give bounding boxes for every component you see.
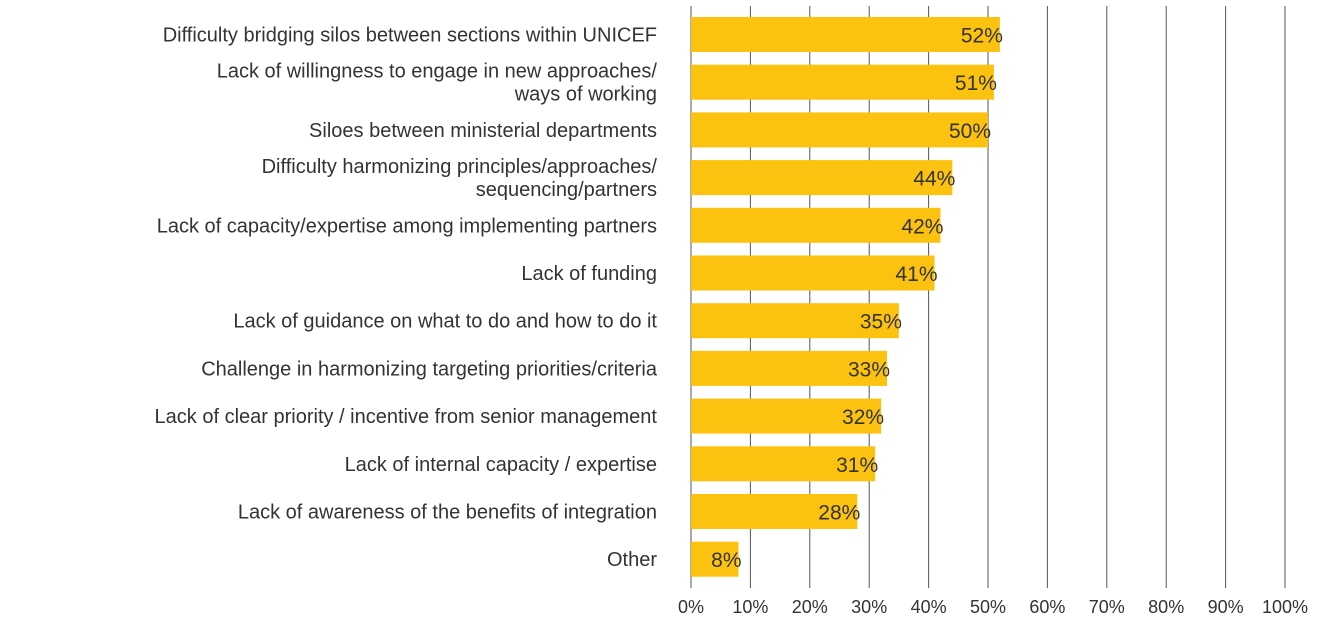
x-tick-label: 50% [970,597,1006,617]
data-label: 52% [961,25,1003,48]
x-tick-label: 70% [1089,597,1125,617]
data-label: 31% [836,454,878,477]
category-label: Lack of guidance on what to do and how t… [233,311,657,333]
data-labels: 52% 51% 50% 44% 42% 41% 35% 33% 32% 31% 28% 8% [711,25,1003,573]
gridlines [690,6,1286,588]
x-tick-label: 10% [732,597,768,617]
data-label: 44% [913,168,955,191]
x-tick-label: 0% [678,597,704,617]
category-label: Siloes between ministerial departments [309,120,657,142]
data-label: 35% [860,311,902,334]
bar [691,350,888,386]
category-label: Difficulty bridging silos between sectio… [163,25,657,47]
x-tick-label: 60% [1029,597,1065,617]
data-label: 51% [955,72,997,95]
category-labels: Difficulty bridging silos between sectio… [155,25,658,572]
bar [691,207,941,243]
data-label: 8% [711,549,741,572]
category-label: Difficulty harmonizing principles/approa… [262,156,658,201]
data-label: 42% [901,215,943,238]
bar [691,303,899,339]
data-label: 33% [848,358,890,381]
category-label: Lack of capacity/expertise among impleme… [157,215,657,237]
bar [691,112,988,148]
x-tick-label: 40% [911,597,947,617]
bar [691,446,876,482]
bar [691,541,739,577]
x-tick-label: 100% [1262,597,1308,617]
x-axis-ticks: 0% 10% 20% 30% 40% 50% 60% 70% 80% 90% 100% [678,597,1308,617]
bar [691,494,858,529]
bar [691,64,994,100]
category-label: Lack of clear priority / incentive from … [155,406,658,428]
bar [691,255,935,291]
x-tick-label: 30% [851,597,887,617]
data-label: 50% [949,120,991,143]
x-tick-label: 90% [1208,597,1244,617]
data-label: 28% [818,502,860,525]
category-label: Lack of funding [521,263,657,285]
bar [691,398,882,434]
bars [691,17,1000,577]
data-label: 41% [896,263,938,286]
data-label: 32% [842,406,884,429]
category-label: Lack of willingness to engage in new app… [217,61,658,106]
category-label: Challenge in harmonizing targeting prior… [201,358,658,380]
bar [691,17,1000,52]
x-tick-label: 80% [1148,597,1184,617]
category-label: Lack of internal capacity / expertise [345,454,657,476]
x-tick-label: 20% [792,597,828,617]
bar [691,160,953,196]
category-label: Other [607,549,657,571]
category-label: Lack of awareness of the benefits of int… [238,502,657,524]
